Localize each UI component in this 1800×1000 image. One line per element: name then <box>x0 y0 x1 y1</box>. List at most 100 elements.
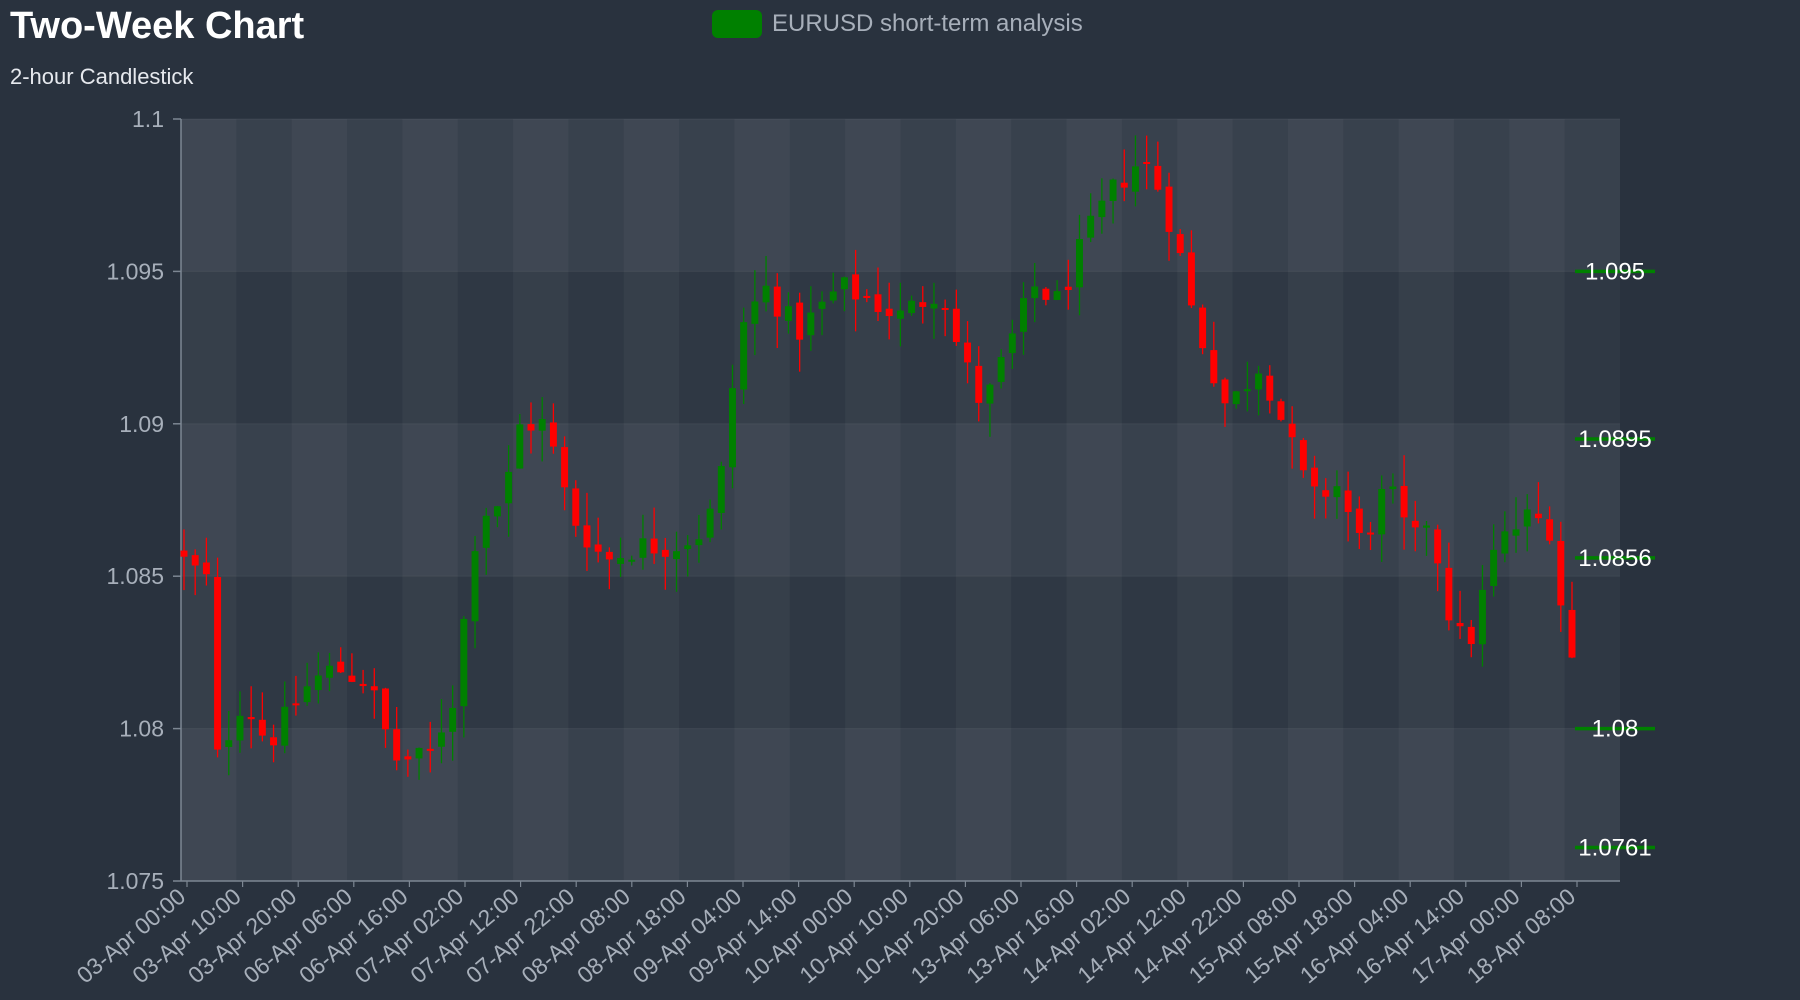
candle[interactable] <box>729 364 736 489</box>
candle[interactable] <box>1456 590 1464 639</box>
candle[interactable] <box>639 514 647 570</box>
candle[interactable] <box>359 669 367 694</box>
candle[interactable] <box>314 652 322 704</box>
candle[interactable] <box>964 321 972 384</box>
candle[interactable] <box>1490 524 1498 597</box>
candle[interactable] <box>1355 496 1363 549</box>
candle[interactable] <box>1154 141 1162 192</box>
candle[interactable] <box>1210 321 1218 387</box>
candle[interactable] <box>415 747 423 780</box>
candle[interactable] <box>1143 135 1151 190</box>
candle[interactable] <box>247 686 255 749</box>
candle[interactable] <box>896 282 904 347</box>
candle[interactable] <box>706 499 714 543</box>
candle[interactable] <box>1512 497 1520 553</box>
candle[interactable] <box>1557 521 1565 632</box>
candle[interactable] <box>1568 581 1576 659</box>
candle[interactable] <box>449 685 457 761</box>
candle[interactable] <box>1534 482 1542 524</box>
candle[interactable] <box>549 403 557 454</box>
candle[interactable] <box>1367 521 1374 551</box>
candle[interactable] <box>684 535 692 577</box>
candle[interactable] <box>919 286 927 324</box>
candle[interactable] <box>762 256 770 312</box>
candle[interactable] <box>1523 494 1531 552</box>
candle[interactable] <box>1378 475 1386 562</box>
candle[interactable] <box>863 289 871 303</box>
candle[interactable] <box>516 414 524 469</box>
candle[interactable] <box>852 249 860 332</box>
candle[interactable] <box>493 505 501 528</box>
candle[interactable] <box>292 675 300 716</box>
candle[interactable] <box>1467 619 1475 658</box>
candle[interactable] <box>1109 178 1117 224</box>
candle[interactable] <box>594 517 602 563</box>
candle[interactable] <box>952 289 960 346</box>
legend[interactable]: EURUSD short-term analysis <box>712 10 1083 38</box>
candle[interactable] <box>1255 365 1263 416</box>
candle[interactable] <box>1434 524 1442 592</box>
candle[interactable] <box>460 616 468 738</box>
candle[interactable] <box>784 292 792 334</box>
candle[interactable] <box>538 397 546 462</box>
candle[interactable] <box>214 557 222 758</box>
candle[interactable] <box>281 681 289 754</box>
candle[interactable] <box>986 383 994 437</box>
candle[interactable] <box>1053 280 1061 301</box>
candle[interactable] <box>818 291 826 336</box>
candle[interactable] <box>1120 149 1128 202</box>
candle[interactable] <box>527 402 535 454</box>
candle[interactable] <box>236 691 244 753</box>
candle[interactable] <box>337 647 345 674</box>
candle[interactable] <box>650 507 658 564</box>
candle[interactable] <box>382 687 389 748</box>
candle[interactable] <box>326 652 333 692</box>
candle[interactable] <box>1277 398 1285 422</box>
candle[interactable] <box>628 555 636 566</box>
candle[interactable] <box>1187 230 1195 309</box>
candle[interactable] <box>695 514 703 563</box>
candle[interactable] <box>1288 406 1296 469</box>
candle[interactable] <box>1232 390 1240 409</box>
candle[interactable] <box>583 492 591 571</box>
candle[interactable] <box>941 299 949 337</box>
candle[interactable] <box>1131 135 1139 207</box>
candle[interactable] <box>773 273 781 349</box>
candle[interactable] <box>393 706 401 771</box>
candle[interactable] <box>437 699 445 764</box>
candle[interactable] <box>482 507 490 575</box>
candle[interactable] <box>404 749 412 777</box>
candle[interactable] <box>1031 262 1039 323</box>
candle[interactable] <box>740 307 748 405</box>
candle[interactable] <box>1344 471 1352 542</box>
candle[interactable] <box>1501 511 1509 563</box>
candle[interactable] <box>717 461 725 530</box>
candle[interactable] <box>1165 172 1173 261</box>
candle[interactable] <box>1199 304 1207 355</box>
candle[interactable] <box>270 724 278 763</box>
candle[interactable] <box>348 653 356 683</box>
candle[interactable] <box>180 529 188 591</box>
candle[interactable] <box>1243 361 1251 412</box>
candle[interactable] <box>202 537 210 586</box>
candle[interactable] <box>1008 319 1016 369</box>
candle[interactable] <box>1322 478 1330 519</box>
candle[interactable] <box>1546 506 1554 545</box>
candle[interactable] <box>225 710 233 776</box>
candle[interactable] <box>997 349 1005 389</box>
candle[interactable] <box>829 272 837 304</box>
candle[interactable] <box>605 547 613 590</box>
candle[interactable] <box>617 537 625 577</box>
candle[interactable] <box>1299 437 1307 478</box>
candle[interactable] <box>673 531 680 592</box>
candle[interactable] <box>1333 470 1341 519</box>
candle[interactable] <box>191 549 199 596</box>
candle[interactable] <box>807 286 815 351</box>
candle[interactable] <box>1042 287 1050 306</box>
candle[interactable] <box>471 535 479 649</box>
candle[interactable] <box>1098 178 1106 234</box>
candle[interactable] <box>1411 500 1419 552</box>
candle[interactable] <box>1423 520 1430 556</box>
candle[interactable] <box>303 662 311 706</box>
candle[interactable] <box>505 445 513 537</box>
